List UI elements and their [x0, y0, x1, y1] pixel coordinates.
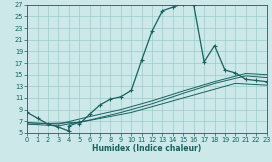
X-axis label: Humidex (Indice chaleur): Humidex (Indice chaleur)	[92, 144, 202, 153]
